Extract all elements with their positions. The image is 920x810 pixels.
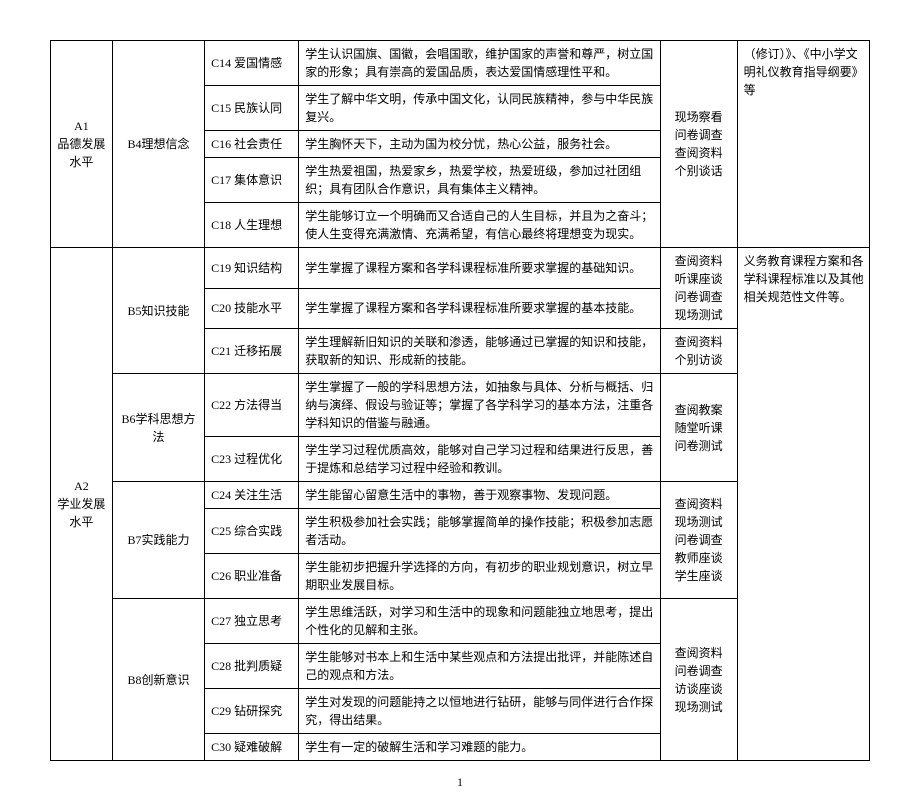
cell-c: C30 疑难破解 xyxy=(205,734,299,761)
cell-d: 学生了解中华文明，传承中国文化，认同民族精神，参与中华民族复兴。 xyxy=(299,86,660,131)
cell-d: 学生思维活跃，对学习和生活中的现象和问题能独立地思考，提出个性化的见解和主张。 xyxy=(299,599,660,644)
cell-d: 学生掌握了课程方案和各学科课程标准所要求掌握的基本技能。 xyxy=(299,288,660,329)
cell-d: 学生热爱祖国，热爱家乡，热爱学校，热爱班级，参加过社团组织；具有团队合作意识，具… xyxy=(299,158,660,203)
table-row: A2学业发展水平 B5知识技能 C19 知识结构 学生掌握了课程方案和各学科课程… xyxy=(51,248,870,289)
cell-d: 学生能够对书本上和生活中某些观点和方法提出批评，并能陈述自己的观点和方法。 xyxy=(299,644,660,689)
cell-d: 学生有一定的破解生活和学习难题的能力。 xyxy=(299,734,660,761)
cell-d: 学生积极参加社会实践；能够掌握简单的操作技能；积极参加志愿者活动。 xyxy=(299,509,660,554)
cell-c: C24 关注生活 xyxy=(205,482,299,509)
cell-c: C20 技能水平 xyxy=(205,288,299,329)
cell-e5: 查阅资料现场测试问卷调查教师座谈学生座谈 xyxy=(660,482,737,599)
cell-d: 学生学习过程优质高效，能够对自己学习过程和结果进行反思，善于提炼和总结学习过程中… xyxy=(299,437,660,482)
cell-b7: B7实践能力 xyxy=(112,482,204,599)
cell-a2: A2学业发展水平 xyxy=(51,248,113,761)
cell-d: 学生能初步把握升学选择的方向，有初步的职业规划意识，树立早期职业发展目标。 xyxy=(299,554,660,599)
cell-c: C26 职业准备 xyxy=(205,554,299,599)
evaluation-table: A1品德发展水平 B4理想信念 C14 爱国情感 学生认识国旗、国徽，会唱国歌，… xyxy=(50,40,870,761)
cell-e4: 查阅教案随堂听课问卷测试 xyxy=(660,374,737,482)
cell-c: C17 集体意识 xyxy=(205,158,299,203)
cell-c: C19 知识结构 xyxy=(205,248,299,289)
cell-b4: B4理想信念 xyxy=(112,41,204,248)
cell-d: 学生掌握了一般的学科思想方法，如抽象与具体、分析与概括、归纳与演绎、假设与验证等… xyxy=(299,374,660,437)
cell-b5: B5知识技能 xyxy=(112,248,204,374)
cell-e3: 查阅资料个别访谈 xyxy=(660,329,737,374)
cell-c: C27 独立思考 xyxy=(205,599,299,644)
cell-c: C25 综合实践 xyxy=(205,509,299,554)
cell-d: 学生理解新旧知识的关联和渗透，能够通过已掌握的知识和技能，获取新的知识、形成新的… xyxy=(299,329,660,374)
cell-a1: A1品德发展水平 xyxy=(51,41,113,248)
cell-c: C14 爱国情感 xyxy=(205,41,299,86)
cell-c: C21 迁移拓展 xyxy=(205,329,299,374)
cell-c: C22 方法得当 xyxy=(205,374,299,437)
cell-d: 学生能留心留意生活中的事物，善于观察事物、发现问题。 xyxy=(299,482,660,509)
table-row: A1品德发展水平 B4理想信念 C14 爱国情感 学生认识国旗、国徽，会唱国歌，… xyxy=(51,41,870,86)
cell-d: 学生胸怀天下，主动为国为校分忧，热心公益，服务社会。 xyxy=(299,131,660,158)
cell-c: C16 社会责任 xyxy=(205,131,299,158)
cell-c: C28 批判质疑 xyxy=(205,644,299,689)
cell-d: 学生掌握了课程方案和各学科课程标准所要求掌握的基础知识。 xyxy=(299,248,660,289)
cell-f1: （修订）》、《中小学文明礼仪教育指导纲要》等 xyxy=(737,41,869,248)
cell-c: C15 民族认同 xyxy=(205,86,299,131)
cell-f2: 义务教育课程方案和各学科课程标准以及其他相关规范性文件等。 xyxy=(737,248,869,761)
cell-e2: 查阅资料听课座谈问卷调查现场测试 xyxy=(660,248,737,329)
cell-c: C23 过程优化 xyxy=(205,437,299,482)
cell-b8: B8创新意识 xyxy=(112,599,204,761)
cell-b6: B6学科思想方法 xyxy=(112,374,204,482)
cell-c: C18 人生理想 xyxy=(205,203,299,248)
cell-d: 学生认识国旗、国徽，会唱国歌，维护国家的声誉和尊严，树立国家的形象；具有崇高的爱… xyxy=(299,41,660,86)
cell-e1: 现场察看问卷调查查阅资料个别谈话 xyxy=(660,41,737,248)
page-number: 1 xyxy=(50,775,870,790)
cell-d: 学生对发现的问题能持之以恒地进行钻研，能够与同伴进行合作探究，得出结果。 xyxy=(299,689,660,734)
cell-e6: 查阅资料问卷调查访谈座谈现场测试 xyxy=(660,599,737,761)
cell-c: C29 钻研探究 xyxy=(205,689,299,734)
cell-d: 学生能够订立一个明确而又合适自己的人生目标，并且为之奋斗；使人生变得充满激情、充… xyxy=(299,203,660,248)
